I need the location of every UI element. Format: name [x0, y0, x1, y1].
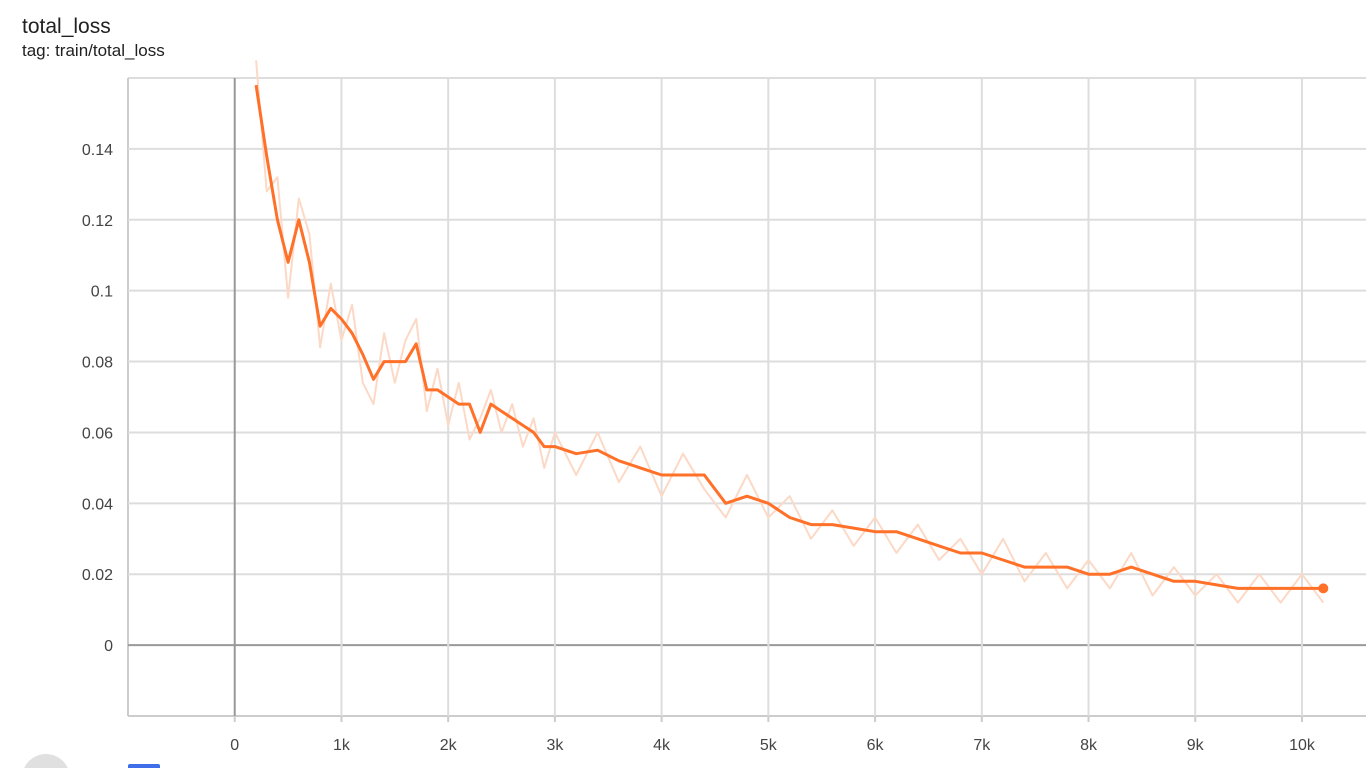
x-tick-label: 8k — [1080, 737, 1098, 754]
legend-button[interactable] — [128, 764, 160, 768]
y-tick-label: 0.06 — [82, 425, 113, 442]
y-tick-label: 0.14 — [82, 142, 113, 159]
x-tick-label: 6k — [867, 737, 885, 754]
last-point — [1318, 583, 1329, 594]
x-tick-label: 2k — [440, 737, 458, 754]
y-tick-label: 0.04 — [82, 496, 113, 513]
toggle-button[interactable] — [22, 754, 70, 768]
x-tick-label: 1k — [333, 737, 351, 754]
x-tick-label: 7k — [973, 737, 991, 754]
series-line — [255, 60, 1325, 604]
chart-subtitle: tag: train/total_loss — [22, 41, 165, 60]
x-tick-label: 9k — [1187, 737, 1205, 754]
y-tick-label: 0.08 — [82, 355, 113, 372]
y-tick-label: 0.1 — [91, 284, 113, 301]
chart-title: total_loss — [22, 15, 111, 38]
x-tick-label: 3k — [546, 737, 564, 754]
y-tick-label: 0 — [104, 638, 113, 655]
x-tick-label: 0 — [230, 737, 239, 754]
y-tick-label: 0.12 — [82, 213, 113, 230]
series-line — [254, 84, 1324, 590]
x-tick-label: 5k — [760, 737, 778, 754]
y-tick-label: 0.02 — [82, 567, 113, 584]
x-tick-label: 4k — [653, 737, 671, 754]
x-tick-label: 10k — [1289, 737, 1316, 754]
